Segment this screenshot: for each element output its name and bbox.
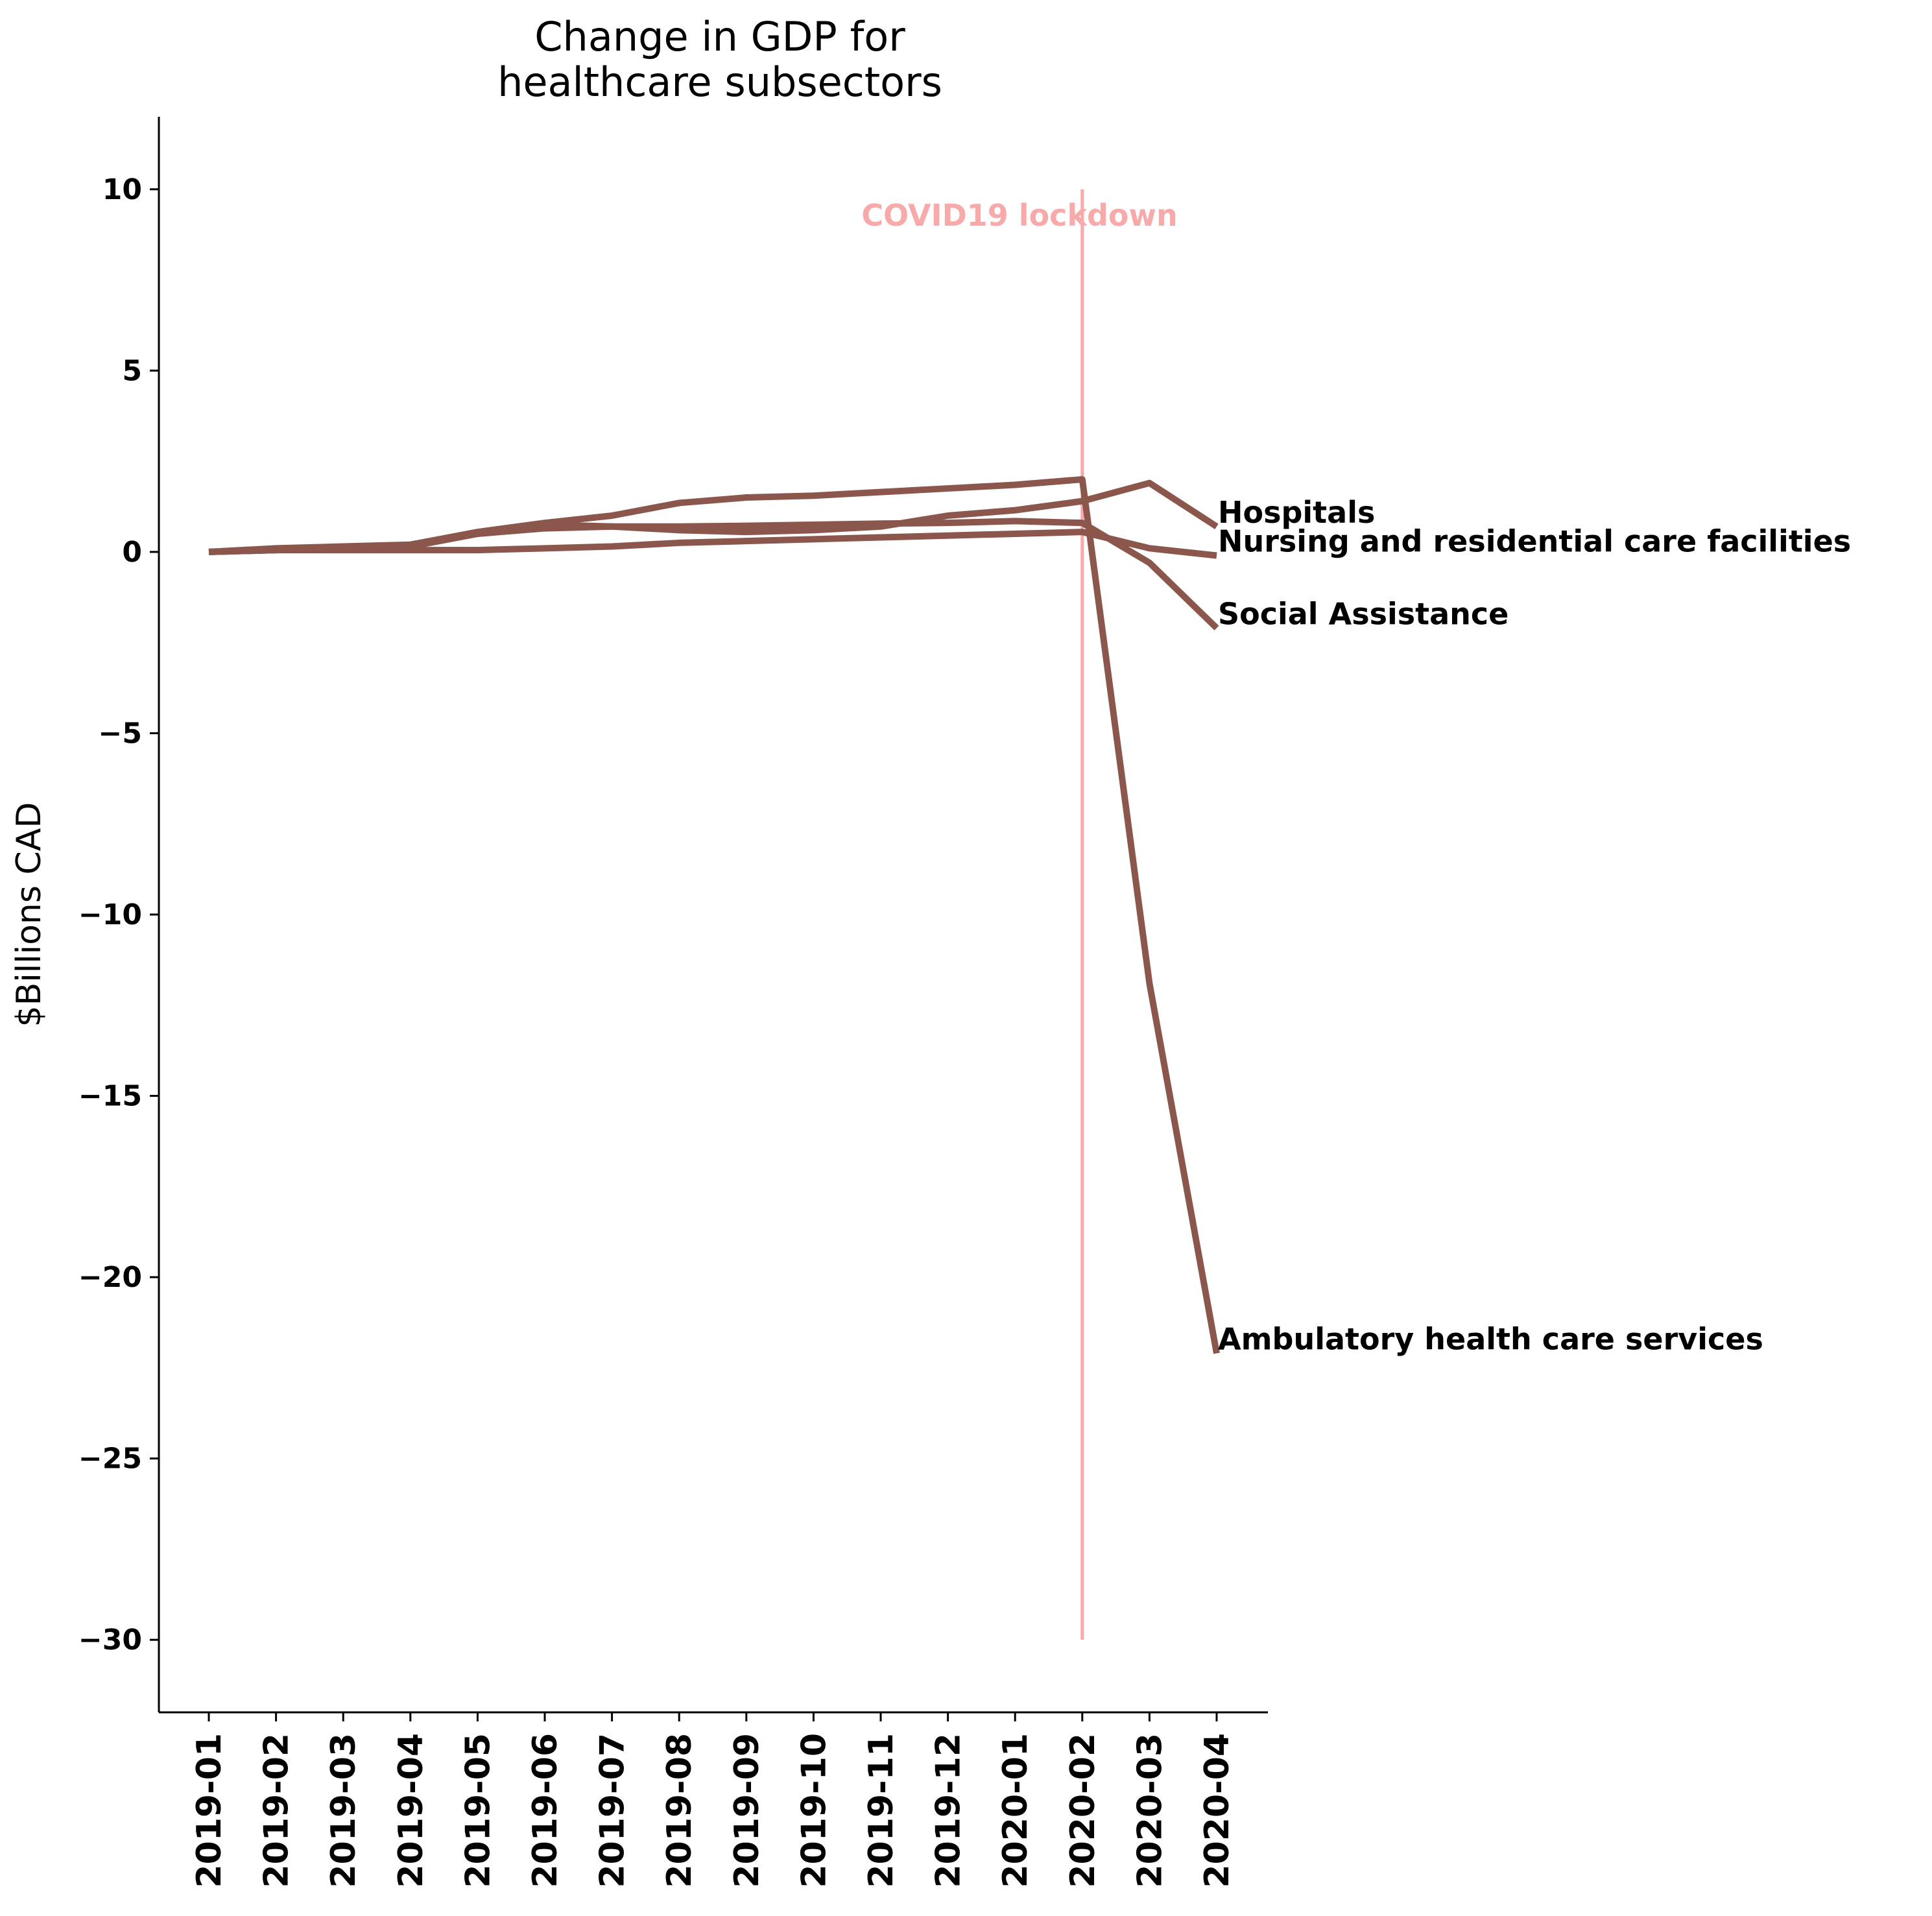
x-tick-label: 2019-08 bbox=[660, 1733, 699, 1888]
x-tick-label: 2020-03 bbox=[1130, 1733, 1169, 1888]
x-tick-label: 2020-02 bbox=[1064, 1733, 1103, 1888]
y-tick-label: −5 bbox=[99, 717, 142, 750]
x-tick-label: 2019-01 bbox=[190, 1733, 229, 1888]
y-tick-label: 0 bbox=[122, 536, 142, 569]
title-line: healthcare subsectors bbox=[497, 58, 942, 106]
lockdown-label: COVID19 lockdown bbox=[861, 198, 1178, 233]
series-line bbox=[208, 529, 1217, 559]
y-tick-label: −10 bbox=[78, 898, 142, 931]
event-annotation: COVID19 lockdown bbox=[861, 189, 1178, 1640]
title-line: Change in GDP for bbox=[534, 13, 905, 60]
x-tick-label: 2019-03 bbox=[324, 1733, 363, 1888]
x-tick-label: 2020-01 bbox=[996, 1733, 1035, 1888]
series-line bbox=[208, 518, 1219, 630]
y-tick-label: 10 bbox=[102, 173, 142, 206]
chart-title: Change in GDP for healthcare subsectors bbox=[497, 13, 942, 106]
x-tick-label: 2019-10 bbox=[794, 1733, 833, 1888]
y-ticks: 10 5 0 −5 −10 −15 −20 −25 −30 bbox=[78, 173, 159, 1657]
x-tick-label: 2020-04 bbox=[1198, 1733, 1237, 1888]
series-end-label: Ambulatory health care services bbox=[1218, 1322, 1763, 1357]
y-tick-label: −15 bbox=[78, 1080, 142, 1113]
x-tick-label: 2019-05 bbox=[459, 1733, 497, 1888]
x-tick-label: 2019-11 bbox=[862, 1733, 901, 1888]
series-lines bbox=[208, 476, 1220, 1354]
y-tick-label: −30 bbox=[78, 1623, 142, 1657]
series-end-label: Nursing and residential care facilities bbox=[1218, 524, 1851, 559]
x-tick-label: 2019-02 bbox=[257, 1733, 296, 1888]
x-tick-label: 2019-06 bbox=[526, 1733, 565, 1888]
y-tick-label: 5 bbox=[122, 354, 142, 387]
x-ticks: 2019-01 2019-02 2019-03 2019-04 2019-05 2019-… bbox=[190, 1712, 1237, 1888]
series-end-label: Hospitals bbox=[1218, 495, 1375, 530]
x-tick-label: 2019-09 bbox=[728, 1733, 767, 1888]
series-line bbox=[208, 476, 1220, 1354]
series-end-label: Social Assistance bbox=[1218, 596, 1509, 631]
y-tick-label: −20 bbox=[78, 1261, 142, 1294]
x-tick-label: 2019-07 bbox=[593, 1733, 632, 1888]
y-tick-label: −25 bbox=[78, 1443, 142, 1476]
y-axis-label: $Billions CAD bbox=[10, 802, 49, 1027]
x-tick-label: 2019-04 bbox=[392, 1733, 431, 1888]
x-tick-label: 2019-12 bbox=[929, 1733, 968, 1888]
